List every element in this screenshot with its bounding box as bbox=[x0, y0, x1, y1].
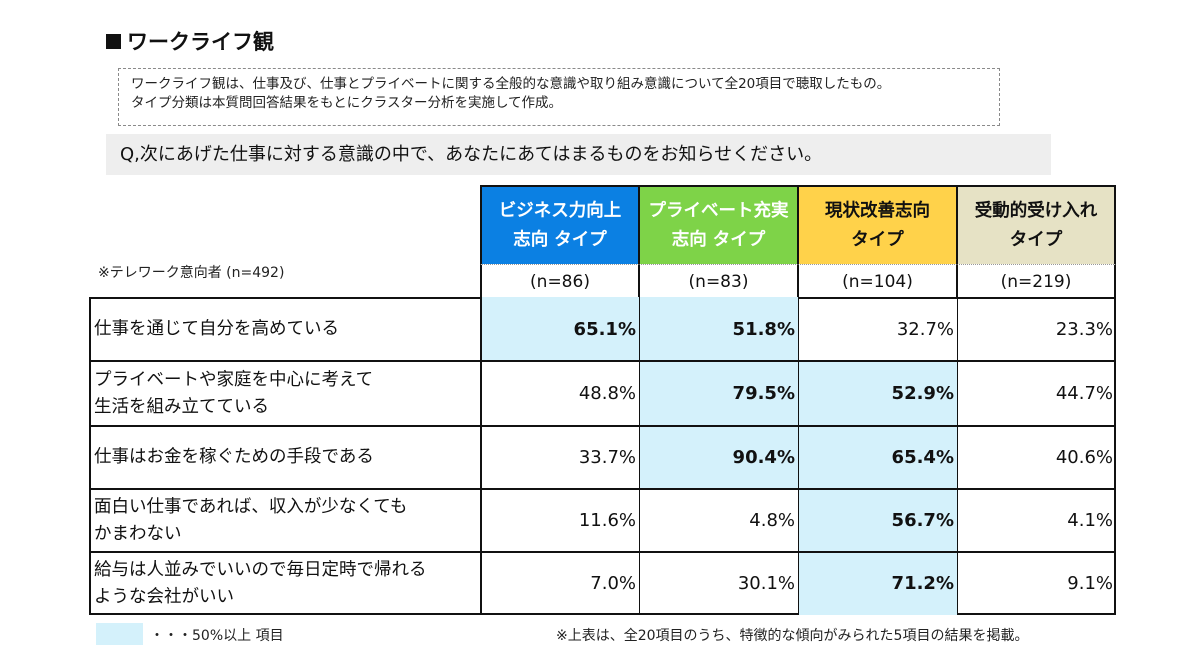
sample-size-passive: (n=219) bbox=[957, 264, 1116, 298]
row-label: 仕事はお金を稼ぐための手段である bbox=[89, 426, 480, 489]
row-label-line1: 仕事はお金を稼ぐための手段である bbox=[94, 447, 374, 467]
question-text: Q,次にあげた仕事に対する意識の中で、あなたにあてはまるものをお知らせください。 bbox=[106, 134, 1051, 175]
row-divider bbox=[89, 360, 1116, 362]
value-cell: 7.0% bbox=[480, 552, 639, 615]
value-cell: 48.8% bbox=[480, 361, 639, 426]
value-cell: 51.8% bbox=[639, 297, 798, 361]
table-row: 給与は人並みでいいので毎日定時で帰れる ような会社がいい 7.0% 30.1% 71.2… bbox=[89, 552, 1116, 615]
value-cell: 71.2% bbox=[798, 552, 957, 615]
legend-swatch bbox=[96, 623, 143, 645]
column-header-line2: 志向 タイプ bbox=[513, 229, 607, 250]
value-cell: 9.1% bbox=[957, 552, 1116, 615]
respondent-note: ※テレワーク意向者 (n=492) bbox=[98, 265, 285, 281]
sample-size-improve: (n=104) bbox=[798, 264, 957, 298]
value-cell: 23.3% bbox=[957, 297, 1116, 361]
row-label-line2: かまわない bbox=[94, 523, 182, 544]
value-cell: 30.1% bbox=[639, 552, 798, 615]
section-title-text: ワークライフ観 bbox=[127, 30, 274, 54]
column-header-line1: 受動的受け入れ bbox=[974, 200, 1098, 221]
value-cell: 90.4% bbox=[639, 426, 798, 489]
value-cell: 65.1% bbox=[480, 297, 639, 361]
row-label: 仕事を通じて自分を高めている bbox=[89, 297, 480, 361]
column-header-line1: ビジネス力向上 bbox=[498, 200, 622, 221]
row-label: プライベートや家庭を中心に考えて 生活を組み立てている bbox=[89, 361, 480, 426]
description-box: ワークライフ観は、仕事及び、仕事とプライベートに関する全般的な意識や取り組み意識… bbox=[118, 68, 1000, 126]
column-header-improve: 現状改善志向 タイプ bbox=[798, 185, 957, 264]
value-cell: 65.4% bbox=[798, 426, 957, 489]
row-divider bbox=[89, 488, 1116, 490]
sample-size-business: (n=86) bbox=[480, 264, 639, 298]
table-row: 仕事を通じて自分を高めている 65.1% 51.8% 32.7% 23.3% bbox=[89, 297, 1116, 361]
table-row: 面白い仕事であれば、収入が少なくても かまわない 11.6% 4.8% 56.7% 4.1… bbox=[89, 489, 1116, 552]
value-cell: 4.8% bbox=[639, 489, 798, 552]
section-title: ワークライフ観 bbox=[106, 26, 274, 56]
legend-text: ・・・50%以上 項目 bbox=[150, 628, 284, 644]
table-row: 仕事はお金を稼ぐための手段である 33.7% 90.4% 65.4% 40.6% bbox=[89, 426, 1116, 489]
value-cell: 44.7% bbox=[957, 361, 1116, 426]
value-cell: 4.1% bbox=[957, 489, 1116, 552]
table-row: プライベートや家庭を中心に考えて 生活を組み立てている 48.8% 79.5% 52.9… bbox=[89, 361, 1116, 426]
sample-size-private: (n=83) bbox=[639, 264, 798, 298]
row-label-line1: 給与は人並みでいいので毎日定時で帰れる bbox=[94, 559, 427, 580]
column-header-line2: タイプ bbox=[851, 229, 904, 250]
column-header-private: プライベート充実 志向 タイプ bbox=[639, 185, 798, 264]
column-header-line2: 志向 タイプ bbox=[671, 229, 766, 250]
row-label-line1: 面白い仕事であれば、収入が少なくても bbox=[94, 496, 408, 517]
row-label-line1: 仕事を通じて自分を高めている bbox=[94, 318, 339, 339]
column-header-line1: 現状改善志向 bbox=[825, 200, 930, 221]
column-header-business: ビジネス力向上 志向 タイプ bbox=[480, 185, 639, 264]
value-cell: 40.6% bbox=[957, 426, 1116, 489]
row-label: 給与は人並みでいいので毎日定時で帰れる ような会社がいい bbox=[89, 552, 480, 615]
description-line-2: タイプ分類は本質問回答結果をもとにクラスター分析を実施して作成。 bbox=[131, 95, 563, 111]
value-cell: 11.6% bbox=[480, 489, 639, 552]
description-line-1: ワークライフ観は、仕事及び、仕事とプライベートに関する全般的な意識や取り組み意識… bbox=[131, 76, 891, 92]
column-header-passive: 受動的受け入れ タイプ bbox=[957, 185, 1116, 264]
value-cell: 32.7% bbox=[798, 297, 957, 361]
value-cell: 56.7% bbox=[798, 489, 957, 552]
column-header-line2: タイプ bbox=[1009, 229, 1063, 250]
row-label-line2: 生活を組み立てている bbox=[94, 396, 269, 417]
value-cell: 79.5% bbox=[639, 361, 798, 426]
value-cell: 52.9% bbox=[798, 361, 957, 426]
square-bullet-icon bbox=[106, 34, 121, 49]
row-label: 面白い仕事であれば、収入が少なくても かまわない bbox=[89, 489, 480, 552]
column-header-line1: プライベート充実 bbox=[648, 200, 789, 221]
row-label-line2: ような会社がいい bbox=[94, 586, 234, 607]
row-divider bbox=[89, 551, 1116, 553]
row-label-line1: プライベートや家庭を中心に考えて bbox=[94, 369, 374, 390]
value-cell: 33.7% bbox=[480, 426, 639, 489]
row-divider bbox=[89, 425, 1116, 427]
footnote: ※上表は、全20項目のうち、特徴的な傾向がみられた5項目の結果を掲載。 bbox=[556, 628, 1029, 644]
